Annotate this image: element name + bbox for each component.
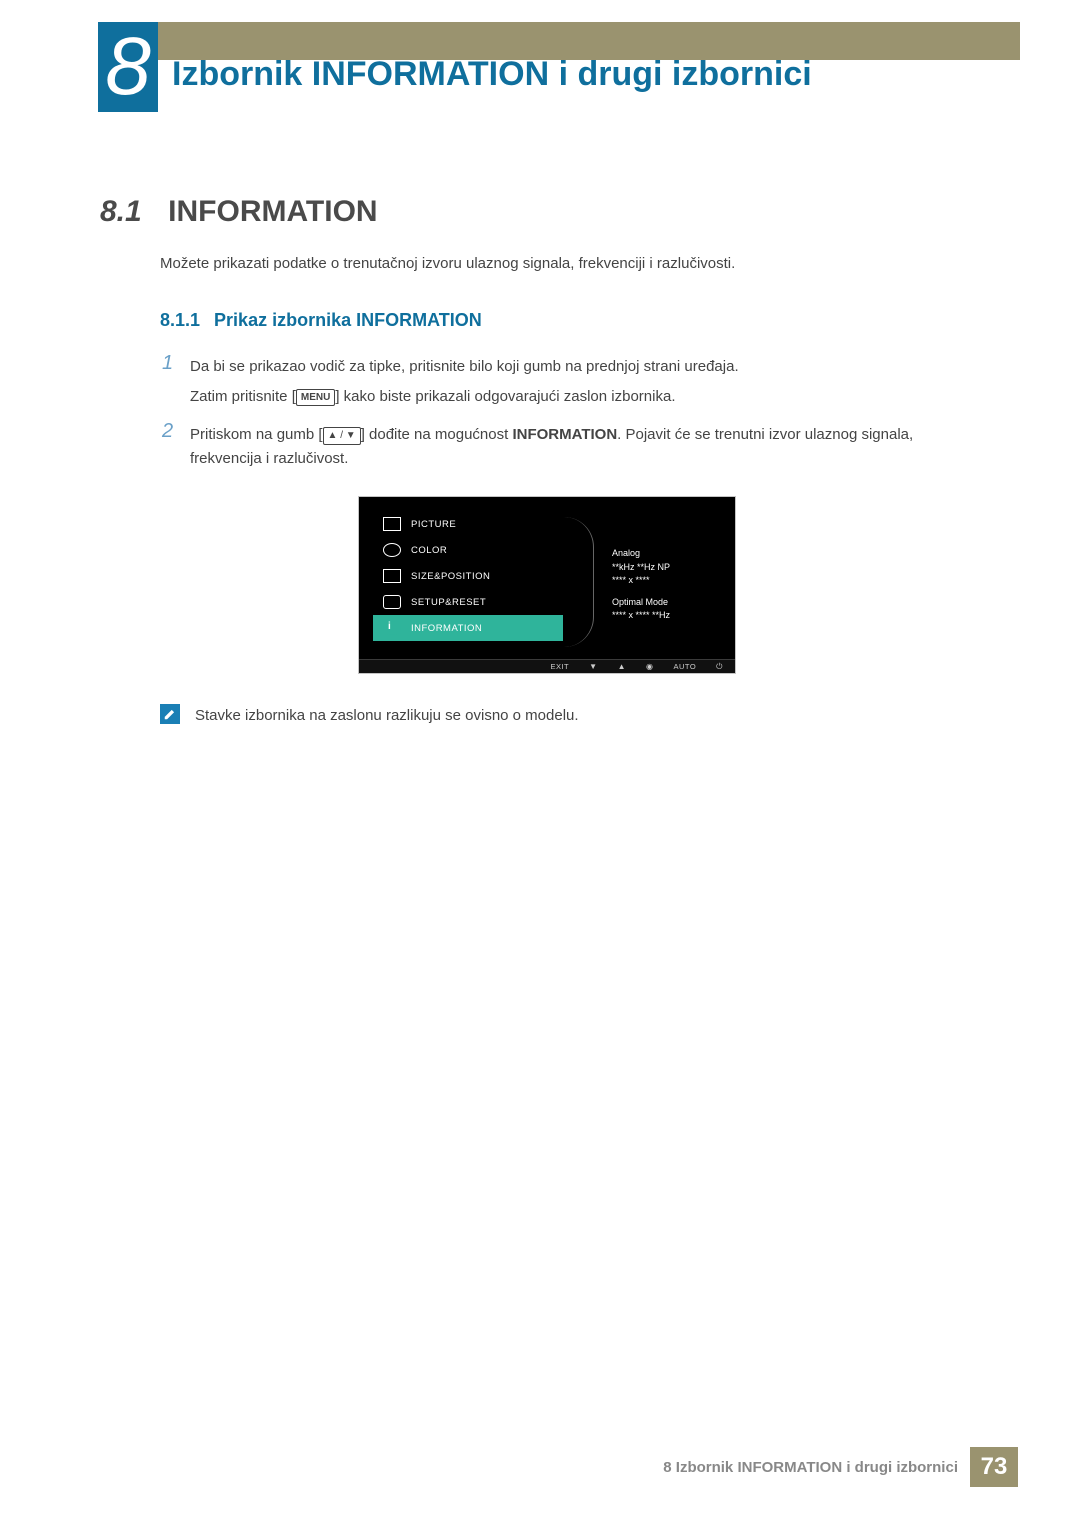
- footer: 8 Izbornik INFORMATION i drugi izbornici…: [663, 1447, 1018, 1487]
- osd-info-line: Analog: [612, 547, 670, 561]
- step-1-text-b: Zatim pritisnite [MENU] kako biste prika…: [190, 386, 960, 409]
- menu-chip: MENU: [296, 389, 335, 406]
- step-1-number: 1: [162, 352, 173, 375]
- section-8-1-heading: 8.1 INFORMATION: [100, 195, 378, 229]
- step-1b-pre: Zatim pritisnite [: [190, 388, 296, 405]
- step-1b-post: ] kako biste prikazali odgovarajući zasl…: [335, 388, 675, 405]
- osd-item-picture: PICTURE: [373, 511, 563, 537]
- osd-item-information: INFORMATION: [373, 615, 563, 641]
- osd-label: SETUP&RESET: [411, 597, 486, 608]
- osd-info-line: **kHz **Hz NP: [612, 561, 670, 575]
- osd-info-line: **** x ****: [612, 574, 670, 588]
- step-2-text: Pritiskom na gumb [▲ / ▼] dođite na mogu…: [190, 423, 960, 471]
- osd-bottom-bar: EXIT ▼ ▲ ◉ AUTO ⏻: [359, 659, 735, 673]
- osd-label: COLOR: [411, 545, 447, 556]
- osd-label: INFORMATION: [411, 623, 482, 634]
- step-2-bold: INFORMATION: [512, 426, 617, 443]
- footer-label: 8 Izbornik INFORMATION i drugi izbornici: [663, 1459, 958, 1476]
- down-icon: ▼: [589, 662, 597, 671]
- step-2-post-a: ] dođite na mogućnost: [361, 426, 513, 443]
- chapter-number: 8: [105, 26, 151, 108]
- info-icon: [383, 621, 401, 635]
- osd-info-line: Optimal Mode: [612, 596, 670, 610]
- osd-label: PICTURE: [411, 519, 456, 530]
- section-title: INFORMATION: [168, 195, 377, 228]
- section-num: 8.1: [100, 195, 142, 228]
- osd-info-panel: Analog **kHz **Hz NP **** x **** Optimal…: [612, 547, 670, 623]
- power-icon: ⏻: [716, 662, 723, 672]
- step-1-text-a: Da bi se prikazao vodič za tipke, pritis…: [190, 356, 960, 379]
- step-2-number: 2: [162, 420, 173, 443]
- note-text: Stavke izbornika na zaslonu razlikuju se…: [195, 707, 960, 724]
- osd-bar-exit: EXIT: [550, 662, 569, 671]
- subsection-8-1-1-heading: 8.1.1 Prikaz izbornika INFORMATION: [160, 310, 482, 331]
- chapter-number-box: 8: [98, 22, 158, 112]
- subsection-num: 8.1.1: [160, 310, 200, 330]
- osd-menu-list: PICTURE COLOR SIZE&POSITION SETUP&RESET …: [373, 511, 563, 641]
- setup-icon: [383, 595, 401, 609]
- enter-icon: ◉: [646, 662, 653, 671]
- up-icon: ▲: [618, 662, 626, 671]
- page: 8 Izbornik INFORMATION i drugi izbornici…: [0, 0, 1080, 1527]
- osd-item-size: SIZE&POSITION: [373, 563, 563, 589]
- chapter-title: Izbornik INFORMATION i drugi izbornici: [172, 55, 812, 94]
- osd-bar-auto: AUTO: [673, 662, 696, 671]
- step-2-pre: Pritiskom na gumb [: [190, 426, 323, 443]
- osd-item-color: COLOR: [373, 537, 563, 563]
- osd-info-line: **** x **** **Hz: [612, 609, 670, 623]
- page-number: 73: [970, 1447, 1018, 1487]
- updown-chip: ▲ / ▼: [323, 427, 361, 445]
- subsection-title: Prikaz izbornika INFORMATION: [214, 310, 482, 330]
- section-description: Možete prikazati podatke o trenutačnoj i…: [160, 255, 960, 272]
- note-icon: [160, 704, 180, 724]
- osd-curve: [564, 517, 594, 647]
- color-icon: [383, 543, 401, 557]
- picture-icon: [383, 517, 401, 531]
- osd-item-setup: SETUP&RESET: [373, 589, 563, 615]
- pencil-icon: [163, 707, 177, 721]
- osd-label: SIZE&POSITION: [411, 571, 490, 582]
- size-icon: [383, 569, 401, 583]
- osd-screenshot: PICTURE COLOR SIZE&POSITION SETUP&RESET …: [358, 496, 736, 674]
